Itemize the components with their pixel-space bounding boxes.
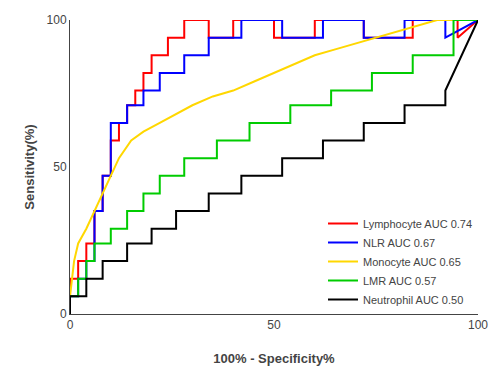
svg-text:50: 50 [267, 318, 281, 332]
svg-text:50: 50 [53, 160, 67, 174]
svg-text:0: 0 [60, 307, 67, 321]
svg-text:0: 0 [67, 318, 74, 332]
svg-text:NLR AUC 0.67: NLR AUC 0.67 [363, 237, 435, 249]
svg-text:LMR AUC 0.57: LMR AUC 0.57 [363, 275, 436, 287]
svg-text:Neutrophil AUC 0.50: Neutrophil AUC 0.50 [363, 294, 463, 306]
svg-text:Monocyte AUC 0.65: Monocyte AUC 0.65 [363, 256, 461, 268]
svg-text:100: 100 [47, 13, 67, 27]
svg-text:100: 100 [468, 318, 488, 332]
svg-text:Lymphocyte AUC 0.74: Lymphocyte AUC 0.74 [363, 218, 472, 230]
svg-text:100% - Specificity%: 100% - Specificity% [213, 351, 335, 366]
svg-text:Sensitivity(%): Sensitivity(%) [22, 124, 37, 209]
